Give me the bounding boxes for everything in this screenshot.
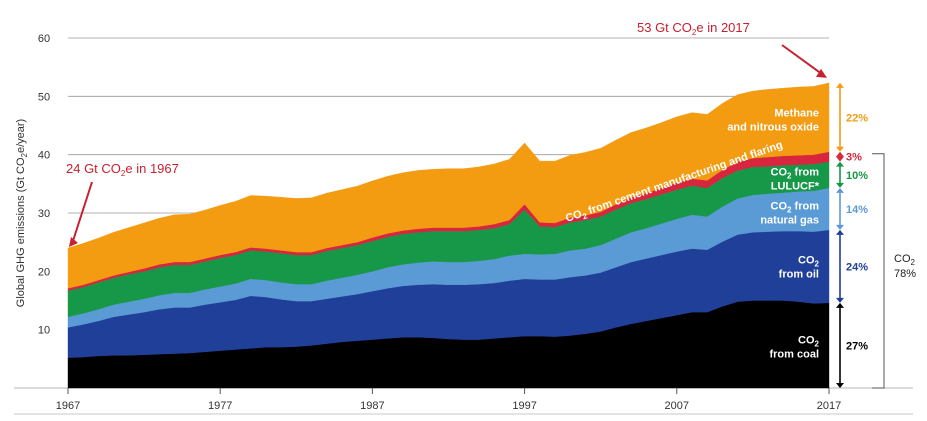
y-tick-label: 60 — [38, 33, 50, 45]
share-oil: 24% — [836, 229, 868, 303]
share-label-coal: 27% — [846, 340, 868, 352]
share-label-oil: 24% — [846, 261, 868, 273]
y-axis-title: Global GHG emissions (Gt CO2e/year) — [15, 119, 29, 307]
area-label-lulucf: CO2 from — [771, 166, 820, 180]
annotations: 24 Gt CO2e in 1967 53 Gt CO2e in 2017 — [66, 20, 827, 247]
share-cement: 3% — [836, 152, 862, 164]
share-arrow-head — [836, 224, 844, 230]
share-arrow-head — [836, 297, 844, 303]
annotation-end-arrow — [781, 44, 824, 76]
co2-bracket-label: CO2 — [894, 253, 916, 267]
annotation-end-arrowhead — [816, 68, 827, 78]
share-label-cement: 3% — [846, 152, 862, 164]
x-tick-label: 2007 — [665, 400, 689, 412]
share-lulucf: 10% — [836, 161, 868, 188]
share-arrow-head — [836, 383, 844, 388]
y-tick-label: 10 — [38, 325, 50, 337]
share-arrow-head — [836, 82, 844, 88]
share-arrow-head — [836, 302, 844, 308]
annotation-end: 53 Gt CO2e in 2017 — [637, 20, 750, 37]
area-label-gas: CO2 from — [771, 200, 820, 214]
area-label-methane: Methane — [774, 108, 819, 120]
share-label-methane: 22% — [846, 112, 868, 124]
share-arrow-head — [836, 156, 844, 162]
annotation-start: 24 Gt CO2e in 1967 — [66, 161, 179, 178]
area-label-oil: from oil — [779, 269, 819, 281]
area-label-coal: CO2 — [798, 335, 820, 349]
area-label-lulucf: LULUCF* — [771, 180, 820, 192]
y-tick-label: 40 — [38, 150, 50, 162]
area-label-methane: and nitrous oxide — [727, 122, 819, 134]
area-methane — [67, 82, 830, 289]
x-tick-label: 1967 — [56, 400, 80, 412]
share-arrow-head — [836, 229, 844, 235]
share-coal: 27% — [836, 302, 868, 388]
y-tick-label: 30 — [38, 208, 50, 220]
stacked-areas — [67, 82, 830, 389]
y-axis-ticks: 10 20 30 40 50 60 — [38, 33, 50, 337]
y-tick-label: 20 — [38, 266, 50, 278]
x-tick-label: 1997 — [512, 400, 536, 412]
share-arrow-head — [836, 146, 844, 152]
share-arrow-head — [836, 187, 844, 193]
share-arrow-head — [836, 151, 844, 157]
share-label-lulucf: 10% — [846, 170, 868, 182]
share-label-gas: 14% — [846, 204, 868, 216]
area-label-oil: CO2 — [798, 255, 820, 269]
co2-bracket-share: 78% — [894, 268, 916, 280]
co2-bracket — [872, 153, 885, 389]
share-arrow-head — [836, 161, 844, 167]
x-tick-label: 2017 — [817, 400, 841, 412]
area-label-gas: natural gas — [760, 214, 819, 226]
x-tick-label: 1977 — [208, 400, 232, 412]
annotation-start-arrowhead — [69, 237, 78, 247]
share-arrow-head — [836, 182, 844, 188]
share-methane: 22% — [836, 82, 868, 152]
annotation-start-arrow — [71, 181, 93, 245]
area-label-coal: from coal — [769, 349, 819, 361]
y-tick-label: 50 — [38, 91, 50, 103]
x-axis-ticks: 1967 1977 1987 1997 2007 2017 — [56, 388, 841, 412]
y-axis-label: Global GHG emissions (Gt CO2e/year) — [15, 119, 29, 307]
x-tick-label: 1987 — [360, 400, 384, 412]
share-gas: 14% — [836, 187, 868, 230]
